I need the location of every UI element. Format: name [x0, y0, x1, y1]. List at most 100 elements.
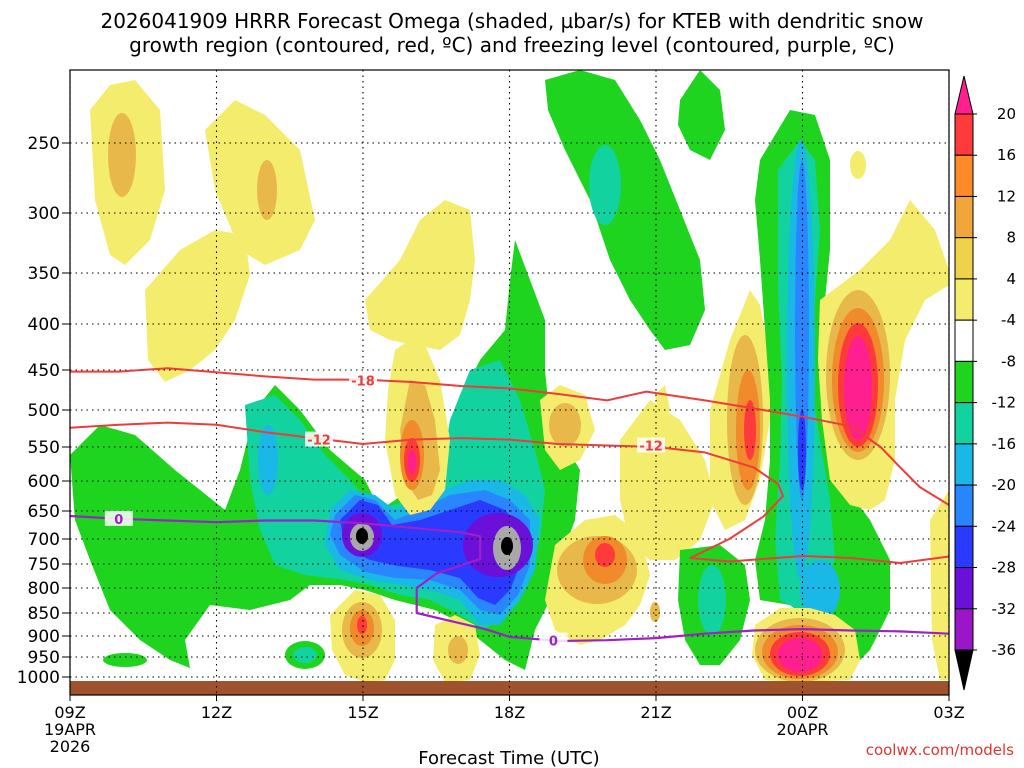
omega-area: [356, 528, 368, 544]
y-tick-label: 350: [28, 264, 60, 284]
colorbar-label: -4: [1001, 311, 1016, 329]
freezing-level-label-b-box: [539, 632, 568, 648]
colorbar-top-arrow: [954, 75, 974, 115]
temperature-contours: -18 -12 -12 0 0: [70, 367, 949, 650]
terrain-ground: [70, 681, 949, 695]
colorbar-label: 8: [1006, 229, 1016, 247]
omega-area: [778, 638, 822, 672]
colorbar-label: -12: [992, 394, 1017, 412]
colorbar-segment: [954, 484, 974, 527]
colorbar-label: -24: [992, 517, 1017, 535]
colorbar-segment: [954, 195, 974, 239]
omega-area: [293, 647, 317, 663]
colorbar-label: 4: [1006, 270, 1016, 288]
y-tick-label: 550: [28, 438, 60, 458]
colorbar-label: 16: [997, 146, 1016, 164]
colorbar-segment: [954, 402, 974, 445]
x-tick-date-label: 20APR: [776, 720, 828, 739]
omega-colorbar: 20 16 12 8 4 -4 -8 -12 -16 -20 -24 -28 -32 -36: [954, 75, 1017, 691]
colorbar-bottom-arrow: [954, 649, 974, 691]
colorbar-segment: [954, 154, 974, 197]
colorbar-label: 20: [997, 105, 1016, 123]
colorbar-segment: [954, 237, 974, 280]
y-tick-label: 1000: [17, 668, 60, 688]
colorbar-segment: [954, 113, 974, 156]
colorbar-segment: [954, 319, 974, 362]
colorbar-segment: [954, 278, 974, 321]
omega-area: [800, 560, 840, 620]
dgz-contour-label-18: -18: [351, 374, 375, 389]
y-tick-label: 750: [28, 555, 60, 575]
freezing-level-line: [70, 514, 949, 643]
omega-area: [103, 653, 147, 667]
x-tick-label: 21Z: [640, 703, 671, 722]
colorbar-label: -8: [1001, 352, 1016, 370]
y-tick-label: 700: [28, 530, 60, 550]
x-tick-label: 00Z: [787, 703, 818, 722]
omega-area: [698, 565, 726, 635]
freezing-level-label: 0: [114, 513, 123, 528]
omega-area: [844, 336, 872, 440]
omega-area: [357, 616, 367, 634]
omega-area: [549, 403, 581, 447]
x-tick-year-label: 2026: [50, 737, 91, 756]
omega-area: [448, 636, 468, 664]
y-tick-label: 250: [28, 134, 60, 154]
omega-area: [145, 230, 250, 382]
y-tick-label: 800: [28, 579, 60, 599]
colorbar-label: 12: [997, 187, 1016, 205]
dgz-contour-line: [70, 367, 949, 506]
grid-lines: [69, 70, 950, 695]
omega-area: [408, 450, 416, 474]
credit-link[interactable]: coolwx.com/models: [866, 741, 1014, 759]
y-tick-label: 950: [28, 648, 60, 668]
omega-area: [650, 602, 660, 622]
freezing-level-label-box: [104, 510, 133, 526]
dgz-contour-label-18-box: [349, 372, 377, 388]
colorbar-segment: [954, 360, 974, 404]
y-tick-label: 900: [28, 627, 60, 647]
colorbar-label: -28: [992, 559, 1017, 577]
x-tick-label: 03Z: [933, 703, 964, 722]
omega-area: [257, 160, 277, 220]
omega-area: [258, 425, 278, 495]
x-tick-label: 15Z: [347, 703, 378, 722]
colorbar-label: -20: [992, 476, 1017, 494]
dgz-contour-label-12b-box: [637, 437, 666, 453]
y-tick-label: 400: [28, 315, 60, 335]
y-tick-label: 450: [28, 361, 60, 381]
y-axis-pressure: 250 300 350 400 450 500 550 600 650 700 750 800 850 9…: [17, 134, 70, 688]
dgz-contour-label-12b: -12: [639, 440, 663, 455]
x-tick-label: 12Z: [201, 703, 232, 722]
chart-title-line-2: growth region (contoured, red, ºC) and f…: [129, 33, 895, 57]
dgz-contour-label-12-box: [305, 431, 334, 447]
y-tick-label: 650: [28, 502, 60, 522]
dgz-contour-label-12: -12: [307, 434, 331, 449]
plot-area: -18 -12 -12 0 0: [69, 69, 950, 696]
x-axis-title: Forecast Time (UTC): [418, 748, 599, 768]
colorbar-label: -32: [992, 600, 1017, 618]
colorbar-segment: [954, 567, 974, 610]
colorbar-label: -16: [992, 435, 1017, 453]
colorbar-segment: [954, 525, 974, 569]
omega-area: [501, 537, 513, 555]
omega-area: [589, 145, 621, 225]
y-tick-label: 850: [28, 604, 60, 624]
omega-area: [595, 543, 615, 567]
x-tick-label: 18Z: [494, 703, 525, 722]
omega-area: [365, 200, 475, 350]
chart-title-line-1: 2026041909 HRRR Forecast Omega (shaded, …: [100, 9, 923, 33]
colorbar-segment: [954, 443, 974, 486]
colorbar-label: -36: [992, 641, 1017, 659]
freezing-level-label-b: 0: [549, 635, 558, 650]
y-tick-label: 600: [28, 472, 60, 492]
omega-area: [545, 70, 705, 350]
colorbar-segment: [954, 608, 974, 651]
omega-area: [108, 113, 136, 197]
y-tick-label: 300: [28, 204, 60, 224]
omega-area: [744, 400, 756, 460]
y-tick-label: 500: [28, 401, 60, 421]
x-tick-date-label: 19APR: [44, 720, 96, 739]
